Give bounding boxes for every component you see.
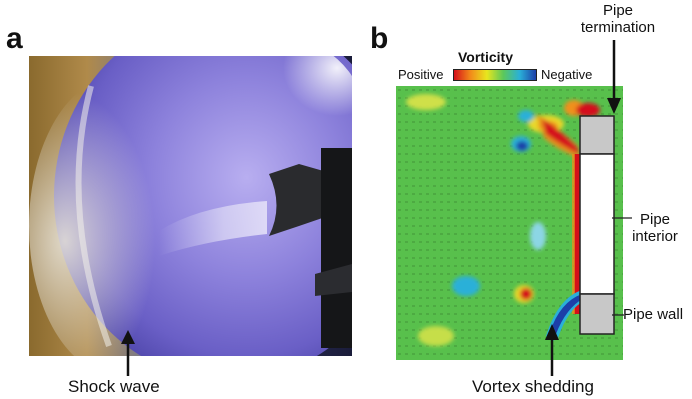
legend-positive-label: Positive	[398, 67, 444, 82]
pipe-termination-arrow	[607, 40, 621, 114]
pipe-wall-label: Pipe wall	[623, 306, 684, 323]
shock-wave-photo	[29, 56, 352, 356]
vorticity-field	[396, 86, 623, 360]
legend-negative-label: Negative	[541, 67, 593, 82]
pipe-wall-leader	[612, 314, 624, 316]
shock-wave-arrow	[121, 330, 135, 376]
pipe-interior-label: Pipe interior	[620, 211, 690, 245]
pipe-interior-line1: Pipe	[639, 211, 671, 228]
pipe-termination-line1: Pipe	[602, 2, 634, 19]
vortex-shedding-arrow	[545, 324, 559, 376]
vorticity-colorbar	[453, 69, 537, 81]
legend-title: Vorticity	[458, 49, 513, 65]
panel-b-label: b	[370, 22, 389, 55]
pipe-interior-leader	[612, 217, 632, 219]
panel-a-label: a	[6, 22, 23, 55]
vortex-shedding-caption: Vortex shedding	[472, 377, 594, 396]
pipe-interior-line2: interior	[632, 228, 678, 245]
pipe-termination-line2: termination	[580, 19, 656, 36]
pipe-termination-label: Pipe termination	[566, 2, 670, 36]
shock-wave-caption: Shock wave	[68, 377, 160, 396]
